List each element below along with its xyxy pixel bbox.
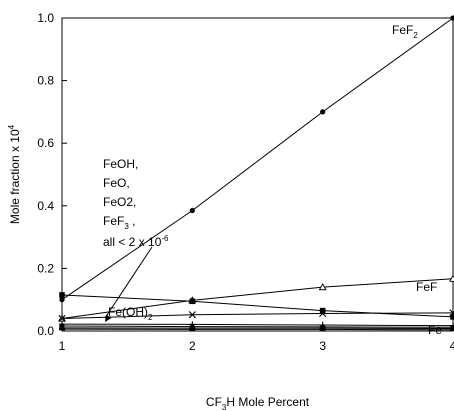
y-tick-label: 0.0: [37, 324, 54, 338]
data-point-fef2: [450, 15, 454, 21]
series-fe: [58, 309, 454, 323]
series-line-feo: [61, 325, 454, 328]
data-point-fef2: [189, 207, 195, 214]
x-tick-label: 3: [319, 339, 326, 353]
x-tick-label: 1: [59, 339, 66, 353]
series-fef3: [59, 327, 454, 331]
series-labels: FeF2 FeF Fe(OH)2 Fe: [108, 23, 442, 337]
data-point-fef3: [319, 328, 326, 331]
data-point-fef3: [189, 328, 196, 331]
data-point-fef3: [59, 327, 65, 331]
data-point-fe-oh-2: [59, 292, 65, 298]
x-tick-label: 2: [189, 339, 196, 353]
series-label-fe: Fe: [428, 323, 442, 337]
annotation-arrowhead: [105, 314, 112, 323]
data-point-fef2: [59, 297, 65, 303]
data-point-fef: [449, 274, 454, 282]
data-point-fe-oh-2: [189, 298, 196, 305]
data-point-fe: [449, 309, 454, 317]
annotation-line: FeO,: [103, 176, 130, 190]
series-line-fef3: [61, 328, 454, 331]
plot-frame: [61, 17, 454, 332]
annotation-line: FeOH,: [103, 157, 138, 171]
annotation: FeOH, FeO, FeO2, FeF3 , all < 2 x 10-6: [103, 157, 169, 323]
series-line-fef: [61, 278, 454, 319]
series-line-fe: [61, 312, 454, 319]
series-line-feoh: [61, 323, 454, 327]
data-point-fef3: [450, 328, 454, 331]
annotation-limit: all < 2 x 10-6: [103, 234, 169, 249]
annotation-line: FeO2,: [103, 195, 136, 209]
axis-titles: CF3H Mole Percent Mole fraction x 104: [7, 124, 310, 411]
series: [58, 15, 454, 332]
x-tick-label: 4: [450, 339, 454, 353]
y-axis-title: Mole fraction x 104: [7, 124, 22, 224]
y-tick-label: 0.6: [37, 136, 54, 150]
series-line-fef2: [61, 17, 454, 301]
series-line-feo2: [61, 327, 454, 329]
y-tick-label: 0.2: [37, 261, 54, 275]
series-label-fef2: FeF2: [392, 23, 418, 40]
series-fef2: [59, 15, 454, 303]
data-point-fef2: [320, 109, 326, 115]
series-label-fe-oh-2: Fe(OH)2: [108, 305, 153, 322]
y-tick-label: 0.4: [37, 199, 54, 213]
data-point-fe: [188, 311, 196, 319]
data-point-fe-oh-2: [450, 314, 454, 320]
annotation-fef3: FeF3 ,: [103, 214, 135, 231]
y-tick-label: 1.0: [37, 11, 54, 25]
series-fe-oh-2: [59, 292, 454, 320]
data-point-fe: [319, 309, 327, 318]
ticks: 1 2 3 4 0.0 0.2 0.4 0.6 0.8 1.0: [37, 11, 454, 353]
data-point-fef: [318, 283, 327, 291]
x-axis-title: CF3H Mole Percent: [206, 395, 310, 411]
annotation-arrow: [104, 246, 153, 319]
series-label-fef: FeF: [416, 280, 437, 294]
data-point-fe-oh-2: [319, 307, 326, 314]
series-line-fe-oh-2: [61, 294, 454, 318]
data-point-fe: [58, 314, 66, 323]
y-tick-label: 0.8: [37, 74, 54, 88]
